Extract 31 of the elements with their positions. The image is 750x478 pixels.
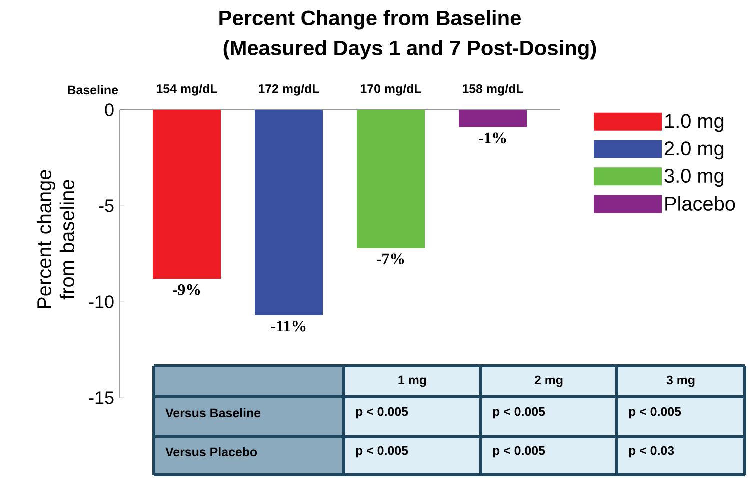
text: p < 0.03 bbox=[629, 446, 674, 458]
y-tick-label: -5 bbox=[99, 200, 114, 212]
y-tick-label: 0 bbox=[105, 104, 114, 116]
text: 172 mg/dL bbox=[258, 84, 320, 96]
legend-label: 2.0 mg bbox=[664, 142, 724, 160]
text: Versus Baseline bbox=[166, 408, 261, 418]
text: p < 0.005 bbox=[629, 407, 682, 419]
text: p < 0.005 bbox=[493, 407, 546, 419]
y-tick-label: -15 bbox=[89, 392, 114, 404]
legend-label: Placebo bbox=[666, 196, 736, 211]
text: Versus Placebo bbox=[166, 447, 258, 457]
data-label: -7% bbox=[376, 254, 404, 265]
annotation: 3 mg bbox=[666, 376, 695, 388]
chart-title: Percent Change from Baseline bbox=[220, 10, 521, 30]
text: 154 mg/dL bbox=[156, 84, 218, 96]
text: p < 0.005 bbox=[356, 446, 408, 458]
chart-subtitle: (Measured Days 1 and 7 Post-Dosing) bbox=[224, 40, 596, 60]
data-label: -9% bbox=[172, 284, 200, 296]
legend-label: 1.0 mg bbox=[666, 114, 724, 132]
text: Baseline bbox=[68, 85, 118, 95]
text: 158 mg/dL bbox=[462, 84, 524, 96]
annotation: 2 mg bbox=[534, 376, 563, 388]
text: p < 0.005 bbox=[356, 407, 408, 419]
data-label: -1% bbox=[478, 132, 506, 144]
y-axis-title: Percent change from baseline bbox=[36, 170, 74, 308]
annotation: 1 mg bbox=[398, 376, 426, 388]
text: 170 mg/dL bbox=[360, 84, 422, 96]
text: p < 0.005 bbox=[493, 446, 546, 458]
data-label: -11% bbox=[271, 320, 306, 332]
y-tick-label: -10 bbox=[89, 296, 114, 308]
legend-label: 3.0 mg bbox=[664, 168, 724, 188]
